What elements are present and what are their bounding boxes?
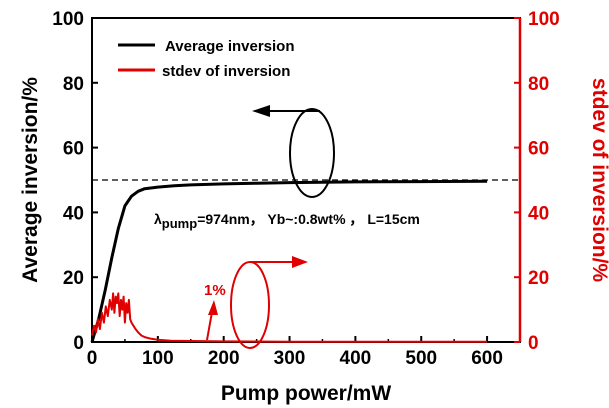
y-left-tick-label: 80 (63, 74, 84, 95)
y-right-tick-label: 100 (528, 9, 560, 30)
x-tick-label: 500 (405, 348, 437, 369)
y-left-tick-label: 0 (73, 333, 84, 354)
pump-subscript: pump (162, 216, 197, 231)
left-axis-pointer (252, 105, 335, 198)
lambda-symbol: λ (154, 211, 162, 227)
y-right-tick-label: 40 (528, 203, 549, 224)
red-ellipse (230, 261, 270, 349)
legend-label-average: Average inversion (165, 38, 295, 55)
legend-label-stdev: stdev of inversion (162, 63, 290, 80)
y-left-tick-label: 40 (63, 203, 84, 224)
y-axis-title-left: Average inversion/% (19, 77, 42, 283)
x-tick-label: 300 (274, 348, 306, 369)
red-small-arrow-shaft (206, 311, 213, 341)
red-small-arrow-head (208, 300, 218, 315)
x-tick-label: 100 (142, 348, 174, 369)
series-group (90, 179, 488, 343)
y-left-tick-label: 20 (63, 268, 84, 289)
percent-label: 1% (204, 282, 226, 299)
x-tick-label: 200 (208, 348, 240, 369)
y-right-tick-label: 80 (528, 74, 549, 95)
y-axis-title-right: stdev of inversion/% (588, 78, 609, 283)
params-annotation: λpump=974nm， Yb~:0.8wt% ， L=15cm (154, 211, 420, 231)
y-right-tick-label: 20 (528, 268, 549, 289)
y-left-tick-label: 100 (52, 9, 84, 30)
params-values: =974nm， Yb~:0.8wt% ， L=15cm (197, 211, 420, 227)
y-right-tick-label: 0 (528, 333, 539, 354)
y-left-tick-label: 60 (63, 139, 84, 160)
x-tick-label: 400 (340, 348, 372, 369)
x-axis-title: Pump power/mW (221, 382, 392, 405)
y-right-tick-label: 60 (528, 139, 549, 160)
black-ellipse (289, 108, 335, 198)
x-tick-label: 600 (471, 348, 503, 369)
red-arrow-head (292, 256, 308, 268)
series-line-average (90, 179, 488, 343)
right-axis-pointer: 1% (204, 256, 308, 349)
series-line-stdev (91, 292, 488, 343)
legend: Average inversion stdev of inversion (118, 38, 295, 80)
black-arrow-head (252, 105, 270, 117)
ticks-group: 0 100 200 300 400 500 600 0 20 40 60 80 100 0 20 40 60 80… (52, 9, 559, 369)
x-tick-label: 0 (87, 348, 98, 369)
